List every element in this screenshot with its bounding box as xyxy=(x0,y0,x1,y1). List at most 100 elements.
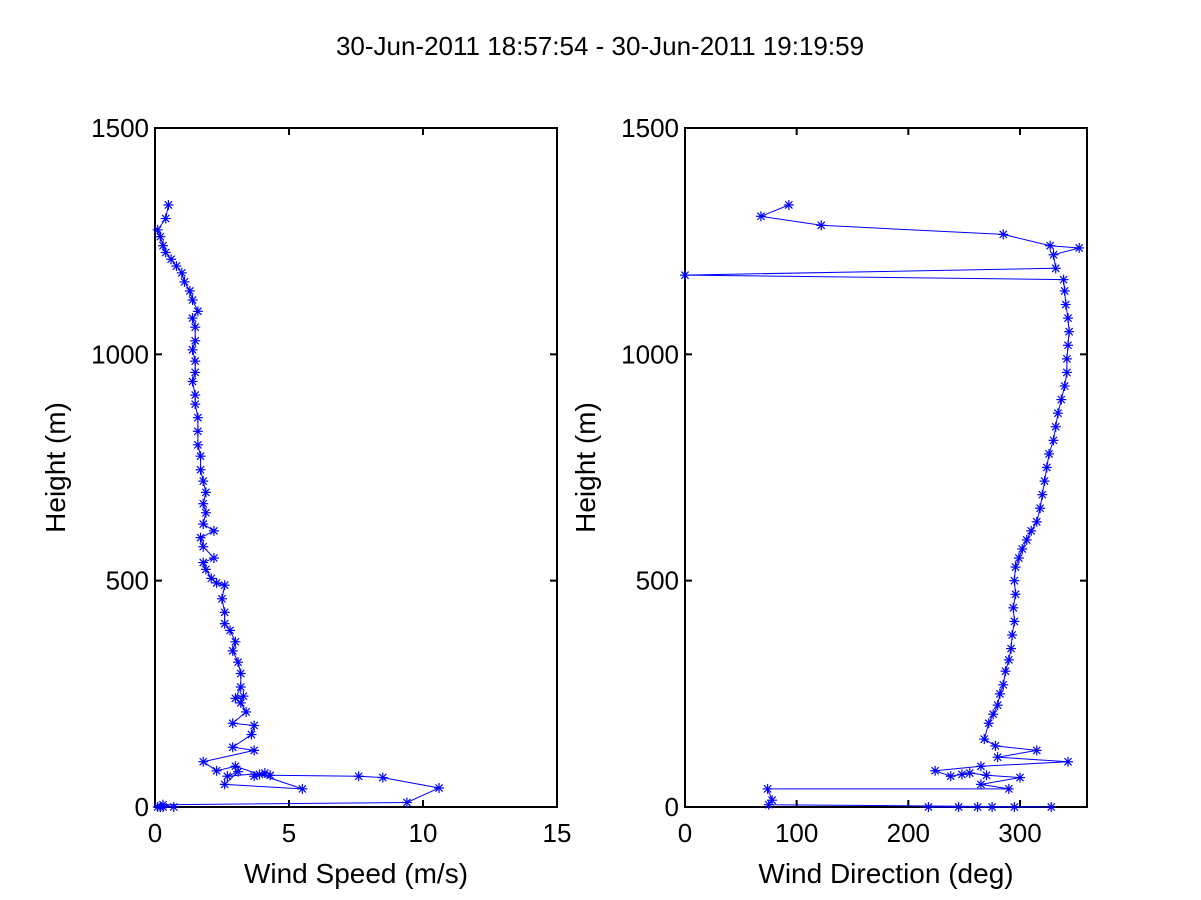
data-point xyxy=(249,720,260,731)
y-tick-label: 500 xyxy=(106,566,149,596)
data-point xyxy=(1064,326,1075,337)
data-point xyxy=(297,783,308,794)
data-point xyxy=(195,451,206,462)
data-point xyxy=(238,691,249,702)
data-point xyxy=(187,344,198,355)
data-point xyxy=(208,525,219,536)
data-point xyxy=(158,240,169,251)
y-tick-label: 1000 xyxy=(621,339,679,369)
data-point xyxy=(200,487,211,498)
data-point xyxy=(163,199,174,210)
data-point xyxy=(983,718,994,729)
x-tick-label: 5 xyxy=(282,818,296,848)
data-point xyxy=(1061,353,1072,364)
data-point xyxy=(190,367,201,378)
data-point xyxy=(964,768,975,779)
x-tick-label: 300 xyxy=(998,818,1041,848)
axes-frame xyxy=(154,127,558,808)
data-point xyxy=(187,376,198,387)
data-point xyxy=(998,229,1009,240)
data-point xyxy=(434,782,445,793)
x-axis-label: Wind Speed (m/s) xyxy=(244,858,468,889)
data-point xyxy=(219,607,230,618)
data-point xyxy=(956,769,967,780)
data-point xyxy=(1059,285,1070,296)
data-point xyxy=(1058,274,1069,285)
data-point xyxy=(227,645,238,656)
data-point xyxy=(992,700,1003,711)
data-point xyxy=(1056,394,1067,405)
wind-direction-panel: 0 100 200 300 0 500 1000 1500 Wind Direction (de… xyxy=(570,113,1088,889)
y-tick-label: 0 xyxy=(665,792,679,822)
data-point xyxy=(981,770,992,781)
data-point xyxy=(972,802,983,812)
data-point xyxy=(198,498,209,509)
data-point xyxy=(1015,772,1025,783)
data-point xyxy=(988,709,999,720)
data-point xyxy=(816,220,827,231)
data-point xyxy=(1060,299,1071,310)
data-point xyxy=(990,740,1001,751)
data-point xyxy=(219,580,230,591)
data-point xyxy=(680,270,690,281)
data-point xyxy=(187,313,198,324)
data-point xyxy=(1045,240,1056,251)
data-point xyxy=(1039,476,1050,487)
data-point xyxy=(992,752,1003,763)
data-point xyxy=(1048,435,1059,446)
data-point xyxy=(1026,525,1037,536)
x-axis-label: Wind Direction (deg) xyxy=(758,858,1013,889)
data-point xyxy=(1061,367,1072,378)
x-tick-label: 100 xyxy=(775,818,818,848)
data-point xyxy=(176,267,187,278)
data-point xyxy=(198,476,209,487)
data-point xyxy=(190,390,201,401)
data-point xyxy=(923,802,934,812)
data-point xyxy=(998,679,1009,690)
data-point xyxy=(1013,553,1024,564)
data-point xyxy=(1003,783,1014,794)
x-tick-label: 200 xyxy=(887,818,930,848)
data-point xyxy=(208,553,219,564)
data-point xyxy=(241,706,252,717)
data-point xyxy=(158,799,169,810)
data-point xyxy=(1050,263,1061,274)
data-point xyxy=(225,625,236,636)
data-point xyxy=(1052,408,1063,419)
data-point xyxy=(1007,629,1018,640)
data-point xyxy=(211,765,222,776)
data-point xyxy=(783,199,794,210)
data-point xyxy=(190,322,201,333)
data-point xyxy=(1050,421,1061,432)
data-point xyxy=(249,771,260,782)
data-point xyxy=(219,618,230,629)
figure-title: 30-Jun-2011 18:57:54 - 30-Jun-2011 19:19… xyxy=(336,31,864,61)
data-point xyxy=(190,356,201,367)
data-point xyxy=(184,285,195,296)
data-point xyxy=(767,795,778,806)
data-point xyxy=(1063,756,1074,767)
data-point xyxy=(1035,503,1046,514)
data-point xyxy=(206,573,217,584)
data-point xyxy=(192,426,203,437)
data-point xyxy=(1031,516,1042,527)
data-point xyxy=(1009,575,1020,586)
wind-speed-panel: 0 5 10 15 0 500 1000 1500 Wind Speed (m/s) Height… xyxy=(40,113,571,889)
data-point xyxy=(230,761,241,772)
data-point xyxy=(1010,562,1021,573)
data-point xyxy=(230,693,241,704)
y-tick-label: 0 xyxy=(135,792,149,822)
data-point xyxy=(192,439,203,450)
data-point xyxy=(762,783,773,794)
data-point xyxy=(259,768,270,779)
axes-frame xyxy=(684,127,1088,808)
data-point xyxy=(755,211,766,222)
data-point xyxy=(230,636,241,647)
data-point xyxy=(1003,654,1014,665)
data-point xyxy=(1044,448,1055,459)
data-point xyxy=(192,306,203,317)
data-point xyxy=(160,213,171,224)
data-point xyxy=(166,254,177,265)
data-point xyxy=(233,657,244,668)
